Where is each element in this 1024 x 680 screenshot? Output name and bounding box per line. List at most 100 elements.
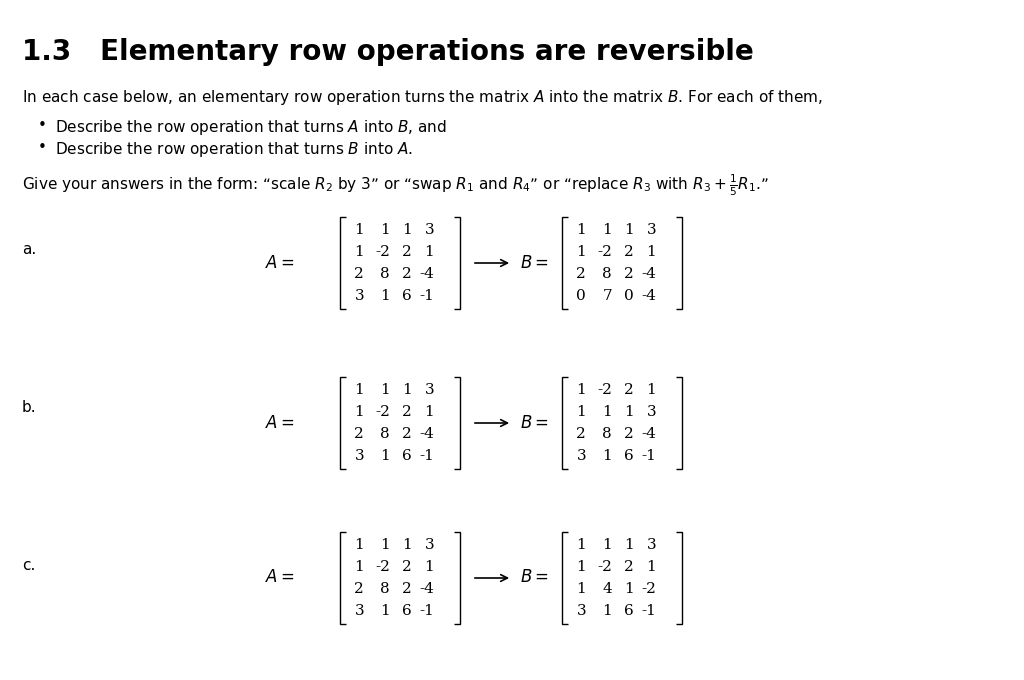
Text: 8: 8 xyxy=(602,427,612,441)
Text: -2: -2 xyxy=(641,582,656,596)
Text: 1: 1 xyxy=(402,383,412,397)
Text: 1: 1 xyxy=(602,223,612,237)
Text: 1: 1 xyxy=(577,405,586,419)
Text: 1: 1 xyxy=(602,604,612,618)
Text: 1: 1 xyxy=(380,289,390,303)
Text: 1: 1 xyxy=(625,582,634,596)
Text: 3: 3 xyxy=(646,223,656,237)
Text: 1: 1 xyxy=(577,383,586,397)
Text: 1: 1 xyxy=(354,405,364,419)
Text: $A=$: $A=$ xyxy=(265,254,295,271)
Text: Describe the row operation that turns $A$ into $B$, and: Describe the row operation that turns $A… xyxy=(55,118,446,137)
Text: 4: 4 xyxy=(602,582,612,596)
Text: 2: 2 xyxy=(625,560,634,574)
Text: 1: 1 xyxy=(577,538,586,552)
Text: 0: 0 xyxy=(625,289,634,303)
Text: 2: 2 xyxy=(354,582,364,596)
Text: 2: 2 xyxy=(625,245,634,259)
Text: 2: 2 xyxy=(354,427,364,441)
Text: -4: -4 xyxy=(419,582,434,596)
Text: 3: 3 xyxy=(354,289,364,303)
Text: -4: -4 xyxy=(641,267,656,281)
Text: 8: 8 xyxy=(602,267,612,281)
Text: 2: 2 xyxy=(402,267,412,281)
Text: -2: -2 xyxy=(597,245,612,259)
Text: 3: 3 xyxy=(577,449,586,463)
Text: -2: -2 xyxy=(375,405,390,419)
Text: Describe the row operation that turns $B$ into $A$.: Describe the row operation that turns $B… xyxy=(55,140,413,159)
Text: -1: -1 xyxy=(641,449,656,463)
Text: -4: -4 xyxy=(641,289,656,303)
Text: 1: 1 xyxy=(577,560,586,574)
Text: -2: -2 xyxy=(375,560,390,574)
Text: 7: 7 xyxy=(602,289,612,303)
Text: 2: 2 xyxy=(625,267,634,281)
Text: 6: 6 xyxy=(625,449,634,463)
Text: 1: 1 xyxy=(625,223,634,237)
Text: 1: 1 xyxy=(380,449,390,463)
Text: 3: 3 xyxy=(646,405,656,419)
Text: -1: -1 xyxy=(419,604,434,618)
Text: 6: 6 xyxy=(402,449,412,463)
Text: 8: 8 xyxy=(380,267,390,281)
Text: 0: 0 xyxy=(577,289,586,303)
Text: •: • xyxy=(38,118,47,133)
Text: 2: 2 xyxy=(354,267,364,281)
Text: $A=$: $A=$ xyxy=(265,570,295,586)
Text: 2: 2 xyxy=(625,427,634,441)
Text: 1: 1 xyxy=(424,245,434,259)
Text: 2: 2 xyxy=(402,405,412,419)
Text: 1: 1 xyxy=(602,538,612,552)
Text: 8: 8 xyxy=(380,582,390,596)
Text: -4: -4 xyxy=(419,267,434,281)
Text: 3: 3 xyxy=(424,383,434,397)
Text: 3: 3 xyxy=(354,449,364,463)
Text: a.: a. xyxy=(22,241,36,256)
Text: 8: 8 xyxy=(380,427,390,441)
Text: 1: 1 xyxy=(602,405,612,419)
Text: $B=$: $B=$ xyxy=(520,570,549,586)
Text: 1: 1 xyxy=(380,383,390,397)
Text: 2: 2 xyxy=(577,267,586,281)
Text: 1: 1 xyxy=(354,223,364,237)
Text: 6: 6 xyxy=(625,604,634,618)
Text: 2: 2 xyxy=(577,427,586,441)
Text: 1: 1 xyxy=(354,245,364,259)
Text: 2: 2 xyxy=(402,560,412,574)
Text: 1: 1 xyxy=(354,538,364,552)
Text: -1: -1 xyxy=(419,289,434,303)
Text: 6: 6 xyxy=(402,604,412,618)
Text: 2: 2 xyxy=(625,383,634,397)
Text: -4: -4 xyxy=(641,427,656,441)
Text: 1: 1 xyxy=(402,223,412,237)
Text: 3: 3 xyxy=(424,223,434,237)
Text: -1: -1 xyxy=(641,604,656,618)
Text: 1: 1 xyxy=(625,538,634,552)
Text: $B=$: $B=$ xyxy=(520,254,549,271)
Text: 1: 1 xyxy=(380,604,390,618)
Text: 1: 1 xyxy=(625,405,634,419)
Text: 3: 3 xyxy=(354,604,364,618)
Text: 1: 1 xyxy=(424,560,434,574)
Text: 1: 1 xyxy=(646,383,656,397)
Text: Give your answers in the form: “scale $R_2$ by 3” or “swap $R_1$ and $R_4$” or “: Give your answers in the form: “scale $R… xyxy=(22,172,769,198)
Text: $B=$: $B=$ xyxy=(520,415,549,432)
Text: 1: 1 xyxy=(577,245,586,259)
Text: 3: 3 xyxy=(646,538,656,552)
Text: 1: 1 xyxy=(380,538,390,552)
Text: 1.3   Elementary row operations are reversible: 1.3 Elementary row operations are revers… xyxy=(22,38,754,66)
Text: -2: -2 xyxy=(375,245,390,259)
Text: 3: 3 xyxy=(424,538,434,552)
Text: 2: 2 xyxy=(402,427,412,441)
Text: $A=$: $A=$ xyxy=(265,415,295,432)
Text: 1: 1 xyxy=(354,560,364,574)
Text: 2: 2 xyxy=(402,582,412,596)
Text: 1: 1 xyxy=(646,245,656,259)
Text: 6: 6 xyxy=(402,289,412,303)
Text: c.: c. xyxy=(22,558,36,573)
Text: -2: -2 xyxy=(597,383,612,397)
Text: 1: 1 xyxy=(424,405,434,419)
Text: -1: -1 xyxy=(419,449,434,463)
Text: 1: 1 xyxy=(402,538,412,552)
Text: b.: b. xyxy=(22,401,37,415)
